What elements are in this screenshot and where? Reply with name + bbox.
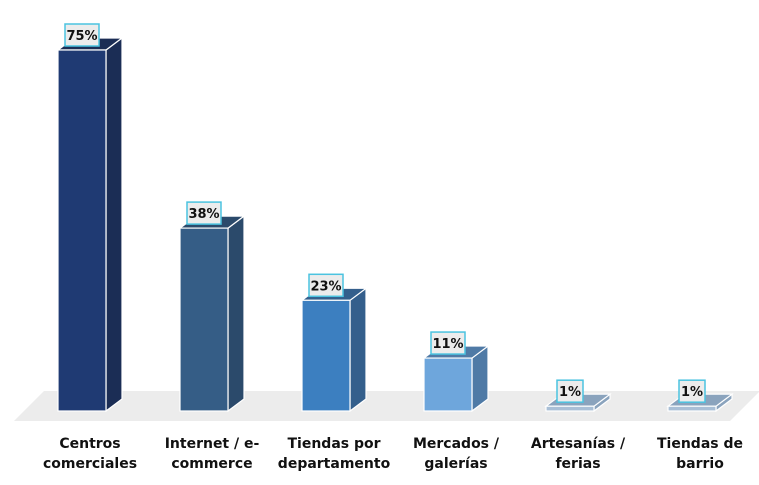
category-label: comerciales xyxy=(43,456,137,472)
data-label-box xyxy=(556,379,584,403)
data-label-box xyxy=(308,273,344,298)
category-label: Artesanías / xyxy=(531,436,626,452)
data-label: 38% xyxy=(188,207,219,222)
category-label: ferias xyxy=(555,456,600,472)
bar xyxy=(57,49,107,412)
category-label: Centros xyxy=(59,436,120,452)
data-label-box xyxy=(64,23,100,47)
category-label: Tiendas por xyxy=(287,436,380,452)
bar xyxy=(179,227,229,412)
bar xyxy=(423,357,473,412)
bar xyxy=(667,405,717,412)
bar-side xyxy=(105,36,123,413)
data-label: 11% xyxy=(432,337,463,352)
data-label: 23% xyxy=(310,279,341,294)
bar-side xyxy=(227,214,245,413)
bar-side xyxy=(349,287,367,413)
data-label: 1% xyxy=(681,385,703,400)
category-label: departamento xyxy=(278,456,391,472)
category-label: Mercados / xyxy=(413,436,500,452)
data-label: 75% xyxy=(66,29,97,44)
category-label: commerce xyxy=(171,456,252,472)
data-label: 1% xyxy=(559,385,581,400)
data-label-box xyxy=(430,331,466,355)
data-label-box xyxy=(186,201,222,225)
floor xyxy=(14,391,759,421)
category-label: barrio xyxy=(676,456,724,472)
data-label-box xyxy=(678,379,706,403)
bar xyxy=(545,405,595,412)
category-label: Internet / e- xyxy=(165,436,260,452)
category-label: galerías xyxy=(424,456,487,472)
bar xyxy=(301,299,351,412)
category-label: Tiendas de xyxy=(657,436,743,452)
